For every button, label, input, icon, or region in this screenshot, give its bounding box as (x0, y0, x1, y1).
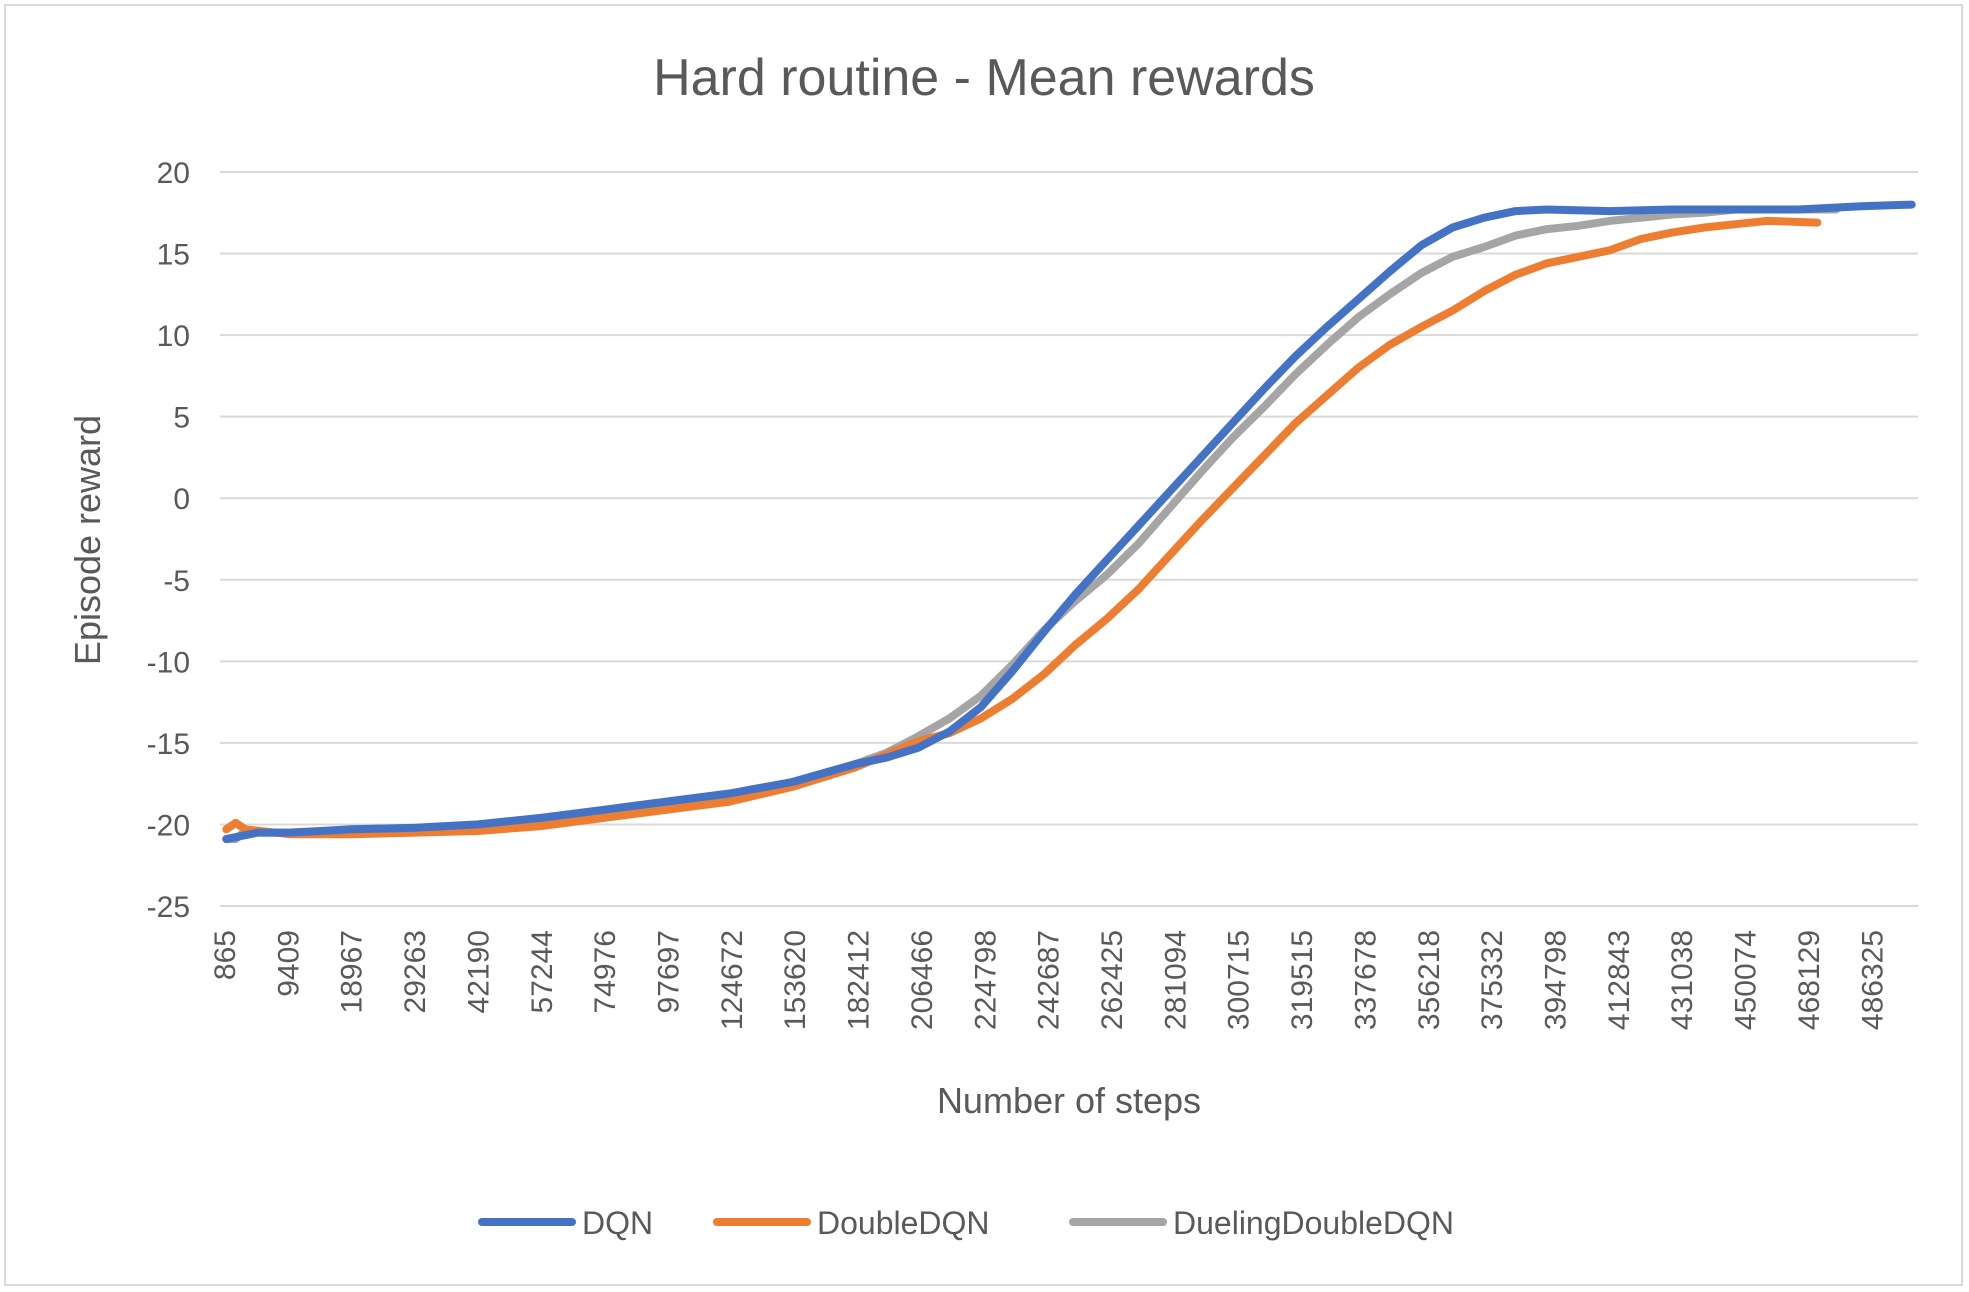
x-tick-label: 42190 (462, 930, 495, 1013)
series-line-duelingdoubledqn (222, 205, 1841, 844)
y-axis-title: Episode reward (67, 415, 108, 665)
y-tick-label: 15 (157, 239, 190, 272)
x-tick-label: 242687 (1033, 930, 1066, 1030)
y-tick-label: 20 (157, 157, 190, 190)
x-tick-label: 29263 (399, 930, 432, 1013)
x-tick-label: 74976 (589, 930, 622, 1013)
x-tick-label: 262425 (1096, 930, 1129, 1030)
x-tick-label: 431038 (1666, 930, 1699, 1030)
x-axis-title: Number of steps (937, 1080, 1201, 1121)
y-tick-label: 0 (173, 483, 190, 516)
series-line-doubledqn (222, 216, 1822, 839)
chart-title: Hard routine - Mean rewards (653, 49, 1315, 107)
x-tick-label: 206466 (906, 930, 939, 1030)
x-tick-label: 9409 (272, 930, 305, 997)
x-tick-label: 124672 (716, 930, 749, 1030)
gridlines (220, 171, 1918, 907)
x-tick-label: 57244 (526, 930, 559, 1013)
legend-label: DQN (582, 1205, 653, 1241)
x-tick-label: 319515 (1286, 930, 1319, 1030)
x-tick-label: 153620 (779, 930, 812, 1030)
series-lines (222, 200, 1916, 844)
x-tick-label: 394798 (1540, 930, 1573, 1030)
y-tick-label: 10 (157, 320, 190, 353)
y-tick-label: -15 (147, 728, 190, 761)
x-tick-label: 450074 (1730, 930, 1763, 1030)
x-tick-label: 182412 (843, 930, 876, 1030)
x-tick-label: 97697 (653, 930, 686, 1013)
y-tick-label: -5 (163, 565, 190, 598)
y-tick-label: -10 (147, 646, 190, 679)
x-tick-label: 486325 (1856, 930, 1889, 1030)
x-tick-label: 281094 (1159, 930, 1192, 1030)
legend-label: DuelingDoubleDQN (1173, 1205, 1454, 1241)
y-tick-label: 5 (173, 402, 190, 435)
y-tick-label: -20 (147, 809, 190, 842)
legend: DQN DoubleDQN DuelingDoubleDQN (478, 1205, 1454, 1241)
series-line-dqn (222, 200, 1916, 844)
x-tick-label: 356218 (1413, 930, 1446, 1030)
y-axis-ticks: 20 15 10 5 0 -5 -10 -15 -20 -25 (147, 157, 190, 924)
x-tick-label: 300715 (1223, 930, 1256, 1030)
y-tick-label: -25 (147, 891, 190, 924)
x-axis-ticks: 865 9409 18967 29263 42190 57244 74976 97697 124… (209, 930, 1889, 1030)
x-tick-label: 468129 (1793, 930, 1826, 1030)
x-tick-label: 375332 (1476, 930, 1509, 1030)
x-tick-label: 337678 (1349, 930, 1382, 1030)
legend-label: DoubleDQN (817, 1205, 990, 1241)
x-tick-label: 224798 (969, 930, 1002, 1030)
x-tick-label: 412843 (1603, 930, 1636, 1030)
x-tick-label: 865 (209, 930, 242, 980)
x-tick-label: 18967 (336, 930, 369, 1013)
